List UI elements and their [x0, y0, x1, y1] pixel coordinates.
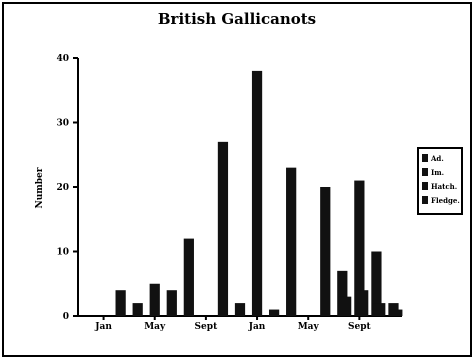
y-tick-label: 0: [63, 312, 69, 322]
bar: [372, 303, 386, 316]
bar: [166, 290, 177, 316]
outer-frame: [2, 2, 472, 357]
y-tick-label: 30: [56, 119, 69, 129]
x-axis-ticks: Jan May Sept Jan May Sept: [94, 316, 372, 332]
legend-swatch: [422, 154, 428, 162]
legend: Ad. Im. Hatch. Fledge.: [417, 147, 463, 215]
y-axis-ticks: 0 10 20 30 40: [56, 54, 78, 322]
bar: [115, 290, 126, 316]
bar: [183, 238, 194, 316]
bar: [337, 270, 348, 316]
bars: [115, 70, 403, 317]
legend-entry: Hatch.: [431, 182, 457, 191]
bar: [354, 180, 365, 316]
y-tick-label: 20: [56, 183, 69, 193]
y-tick-label: 10: [56, 248, 69, 258]
x-tick-label: Jan: [248, 322, 266, 332]
bar: [149, 283, 160, 316]
bar: [268, 309, 280, 316]
bar: [389, 309, 403, 316]
legend-swatch: [422, 182, 428, 190]
chart-title: British Gallicanots: [158, 10, 316, 28]
bar: [234, 303, 246, 316]
x-tick-label: Sept: [195, 322, 219, 332]
x-tick-label: Jan: [94, 322, 112, 332]
legend-entry: Fledge.: [431, 196, 460, 205]
x-tick-label: May: [298, 322, 320, 332]
bar: [371, 251, 382, 316]
legend-entry: Ad.: [430, 154, 444, 163]
bar: [355, 290, 369, 316]
x-tick-label: Sept: [348, 322, 372, 332]
legend-items: Ad. Im. Hatch. Fledge.: [422, 154, 460, 205]
bar: [132, 303, 143, 316]
y-tick-label: 40: [56, 54, 69, 64]
bar: [286, 167, 297, 316]
legend-swatch: [422, 168, 428, 176]
bar: [320, 187, 331, 316]
y-axis-label: Number: [35, 167, 45, 208]
x-tick-label: May: [144, 322, 166, 332]
legend-entry: Im.: [431, 168, 444, 177]
bar: [251, 70, 263, 317]
bar: [217, 141, 229, 316]
bar: [338, 296, 352, 316]
legend-swatch: [422, 196, 428, 204]
